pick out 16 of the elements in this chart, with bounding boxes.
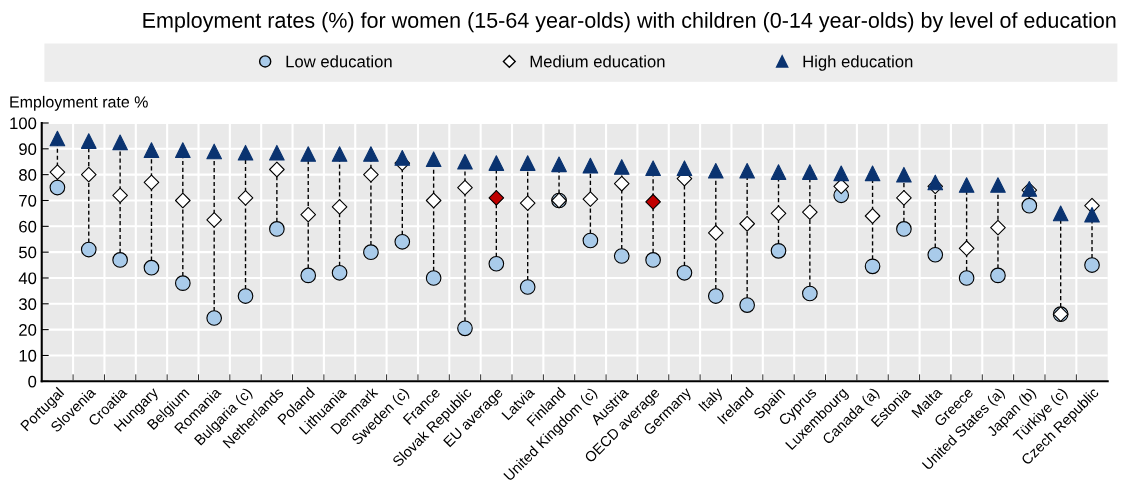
- legend-label: High education: [803, 55, 913, 71]
- chart-title: Employment rates (%) for women (15-64 year-olds) with children (0-14 year-olds) by level of education: [143, 12, 1116, 33]
- legend-label: Medium education: [530, 55, 665, 68]
- y-tick-label: 40: [18, 272, 37, 285]
- y-tick-label: 50: [19, 246, 37, 259]
- y-tick-label: 60: [19, 220, 37, 233]
- y-axis-title: Employment rate %: [10, 95, 148, 111]
- y-tick-label: 90: [19, 143, 37, 156]
- y-tick-label: 10: [19, 349, 37, 362]
- legend-label: Low education: [286, 55, 392, 68]
- y-tick-label: 80: [19, 169, 37, 181]
- y-tick-label: 0: [28, 375, 37, 388]
- y-tick-label: 70: [19, 194, 37, 207]
- y-tick-label: 30: [18, 298, 37, 311]
- y-tick-label: 100: [10, 117, 37, 130]
- y-tick-label: 20: [19, 324, 37, 336]
